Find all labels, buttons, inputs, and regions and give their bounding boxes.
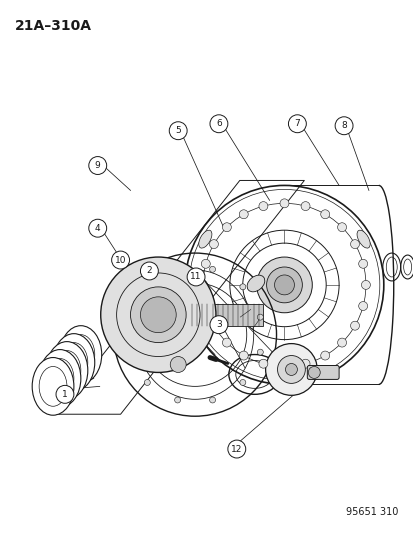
Circle shape (222, 223, 231, 232)
Circle shape (258, 201, 267, 211)
Circle shape (209, 240, 218, 248)
Circle shape (88, 219, 107, 237)
Circle shape (209, 115, 227, 133)
Ellipse shape (46, 342, 88, 399)
Circle shape (266, 267, 301, 303)
Circle shape (279, 199, 288, 208)
Circle shape (198, 280, 207, 289)
FancyBboxPatch shape (188, 304, 262, 326)
Circle shape (222, 338, 231, 347)
Circle shape (209, 397, 215, 403)
Ellipse shape (111, 300, 130, 315)
Circle shape (174, 397, 180, 403)
Circle shape (56, 385, 74, 403)
Circle shape (258, 359, 267, 368)
Circle shape (100, 257, 216, 373)
Ellipse shape (53, 351, 81, 390)
Circle shape (300, 201, 309, 211)
Circle shape (88, 157, 107, 174)
FancyBboxPatch shape (306, 366, 338, 379)
Circle shape (126, 349, 133, 355)
Text: 1: 1 (62, 390, 68, 399)
Circle shape (209, 266, 215, 272)
Ellipse shape (198, 230, 211, 248)
Ellipse shape (67, 335, 95, 375)
Circle shape (209, 321, 218, 330)
Circle shape (169, 122, 187, 140)
Circle shape (279, 362, 288, 371)
Ellipse shape (39, 367, 67, 406)
Circle shape (257, 349, 263, 355)
Circle shape (358, 260, 367, 268)
Ellipse shape (39, 350, 81, 407)
Ellipse shape (32, 358, 74, 415)
Ellipse shape (53, 334, 95, 391)
Circle shape (239, 379, 245, 385)
Ellipse shape (119, 286, 141, 344)
Circle shape (257, 314, 263, 320)
Text: 2: 2 (146, 266, 152, 276)
Text: 12: 12 (230, 445, 242, 454)
Text: 6: 6 (216, 119, 221, 128)
Circle shape (170, 357, 186, 373)
Ellipse shape (247, 275, 264, 292)
Circle shape (308, 367, 320, 378)
Circle shape (140, 262, 158, 280)
Text: 8: 8 (340, 121, 346, 130)
Circle shape (227, 440, 245, 458)
Circle shape (358, 302, 367, 311)
Ellipse shape (46, 359, 74, 398)
Circle shape (130, 287, 186, 343)
Circle shape (187, 268, 204, 286)
Circle shape (274, 275, 294, 295)
Circle shape (277, 356, 305, 383)
Text: 4: 4 (95, 224, 100, 233)
Circle shape (112, 251, 129, 269)
Circle shape (337, 223, 346, 232)
Text: 7: 7 (294, 119, 299, 128)
Circle shape (174, 266, 180, 272)
Text: 10: 10 (114, 255, 126, 264)
Circle shape (337, 338, 346, 347)
Circle shape (201, 260, 210, 268)
Circle shape (144, 284, 150, 290)
Ellipse shape (356, 230, 369, 248)
Circle shape (350, 321, 358, 330)
Text: 11: 11 (190, 272, 201, 281)
Circle shape (285, 364, 297, 375)
Circle shape (300, 359, 309, 368)
Text: 95651 310: 95651 310 (346, 507, 398, 516)
Text: 5: 5 (175, 126, 180, 135)
Circle shape (144, 379, 150, 385)
Circle shape (239, 351, 248, 360)
Ellipse shape (60, 326, 102, 383)
Circle shape (256, 257, 311, 313)
Circle shape (201, 302, 210, 311)
Text: 9: 9 (95, 161, 100, 170)
Circle shape (335, 117, 352, 135)
Circle shape (350, 240, 358, 248)
Text: 3: 3 (216, 320, 221, 329)
Circle shape (126, 314, 133, 320)
Circle shape (265, 344, 316, 395)
Circle shape (239, 284, 245, 290)
Circle shape (209, 316, 227, 334)
Circle shape (361, 280, 370, 289)
Circle shape (239, 210, 248, 219)
Circle shape (320, 210, 329, 219)
Ellipse shape (60, 343, 88, 382)
Circle shape (320, 351, 329, 360)
Circle shape (140, 297, 176, 333)
Text: 21A–310A: 21A–310A (15, 19, 92, 33)
Circle shape (288, 115, 306, 133)
